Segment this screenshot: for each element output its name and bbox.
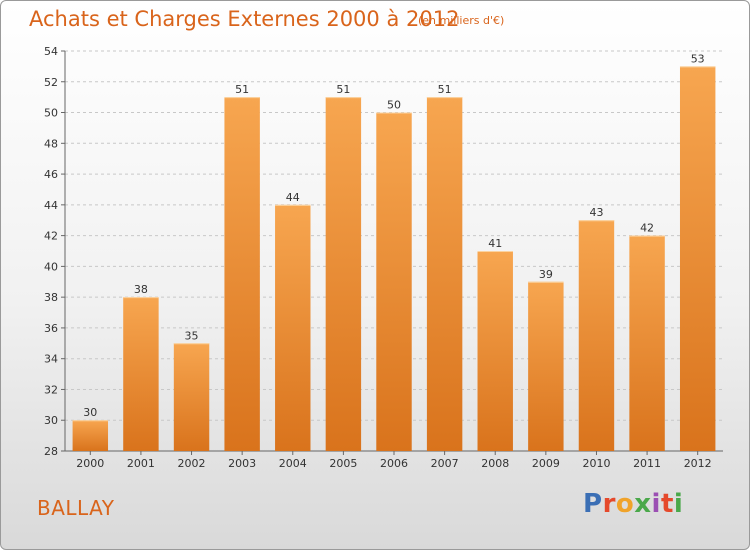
bar-2004 — [275, 204, 311, 451]
bar-2011 — [629, 235, 665, 451]
x-tick-label-2010: 2010 — [582, 457, 610, 470]
bar-2001 — [123, 297, 159, 451]
x-tick-label-2004: 2004 — [279, 457, 307, 470]
logo-letter: P — [583, 489, 603, 519]
y-tick-label: 54 — [44, 45, 58, 58]
commune-name: BALLAY — [37, 496, 115, 520]
logo-letter: r — [602, 489, 616, 519]
bar-2012 — [679, 66, 716, 451]
y-tick-label: 46 — [44, 168, 58, 181]
x-tick-label-2003: 2003 — [228, 457, 256, 470]
y-tick-label: 34 — [44, 353, 58, 366]
bar-2002 — [173, 343, 210, 451]
x-tick-label-2006: 2006 — [380, 457, 408, 470]
y-tick-label: 50 — [44, 107, 58, 120]
y-tick-label: 32 — [44, 383, 58, 396]
x-tick-label-2012: 2012 — [684, 457, 712, 470]
chart-title: Achats et Charges Externes 2000 à 2012 — [29, 7, 460, 31]
data-label-2012: 53 — [691, 52, 705, 65]
bar-2007 — [426, 97, 463, 452]
bar-2003 — [224, 97, 260, 452]
x-tick-label-2002: 2002 — [178, 457, 206, 470]
bar-2006 — [376, 112, 412, 452]
logo-letter: x — [634, 489, 652, 519]
logo-letter: t — [660, 489, 674, 519]
y-tick-label: 44 — [44, 199, 58, 212]
y-tick-label: 52 — [44, 76, 58, 89]
data-label-2001: 38 — [134, 283, 148, 296]
data-label-2011: 42 — [640, 222, 654, 235]
data-label-2010: 43 — [589, 206, 603, 219]
logo-letter: i — [673, 489, 684, 519]
data-label-2006: 50 — [387, 99, 401, 112]
data-label-2004: 44 — [286, 191, 300, 204]
y-tick-label: 40 — [44, 260, 58, 273]
axes: 28 30 32 34 36 38 40 42 44 46 48 50 52 54 2000 2001 2002… — [44, 45, 723, 470]
data-label-2003: 51 — [235, 83, 249, 96]
data-label-2009: 39 — [539, 268, 553, 281]
y-tick-label: 30 — [44, 414, 58, 427]
logo-letter: i — [651, 489, 661, 519]
x-tick-label-2005: 2005 — [329, 457, 357, 470]
x-tick-label-2007: 2007 — [431, 457, 459, 470]
y-tick-label: 42 — [44, 230, 58, 243]
data-label-2000: 30 — [83, 406, 97, 419]
bar-2000 — [72, 420, 109, 451]
y-tick-label: 28 — [44, 445, 58, 458]
data-labels: 30 38 35 51 44 51 50 51 41 39 43 42 53 — [83, 52, 704, 419]
x-tick-label-2008: 2008 — [481, 457, 509, 470]
data-label-2007: 51 — [438, 83, 452, 96]
data-label-2008: 41 — [488, 237, 502, 250]
bar-2009 — [528, 281, 564, 451]
chart-subtitle: (en milliers d'€) — [418, 14, 505, 27]
logo-letter: o — [615, 489, 635, 519]
bar-2010 — [578, 220, 615, 451]
x-tick-label-2009: 2009 — [532, 457, 560, 470]
x-tick-label-2011: 2011 — [633, 457, 661, 470]
data-label-2005: 51 — [336, 83, 350, 96]
y-tick-label: 36 — [44, 322, 58, 335]
bar-2005 — [325, 97, 362, 452]
bar-2008 — [477, 251, 513, 451]
proxiti-logo[interactable]: Proxiti — [583, 489, 683, 519]
x-tick-label-2001: 2001 — [127, 457, 155, 470]
y-tick-label: 48 — [44, 137, 58, 150]
data-label-2002: 35 — [185, 329, 199, 342]
bars — [72, 66, 716, 452]
x-tick-label-2000: 2000 — [76, 457, 104, 470]
y-tick-label: 38 — [44, 291, 58, 304]
